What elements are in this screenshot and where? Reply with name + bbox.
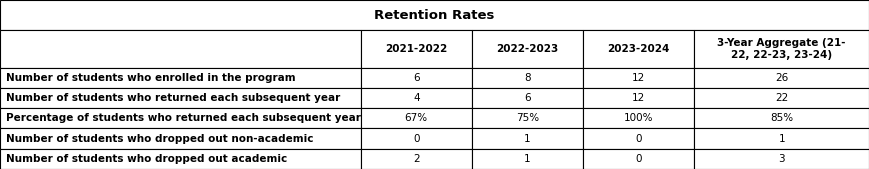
Bar	[0, 0, 869, 30]
Bar	[583, 108, 694, 128]
Bar	[694, 149, 869, 169]
Bar	[472, 88, 583, 108]
Bar	[361, 108, 472, 128]
Bar	[361, 149, 472, 169]
Text: 1: 1	[779, 134, 785, 144]
Text: 0: 0	[413, 134, 420, 144]
Text: Number of students who enrolled in the program: Number of students who enrolled in the p…	[6, 73, 295, 83]
Text: 12: 12	[632, 93, 646, 103]
Bar	[583, 149, 694, 169]
Text: 1: 1	[524, 154, 531, 164]
Bar	[583, 88, 694, 108]
Text: Number of students who dropped out non-academic: Number of students who dropped out non-a…	[6, 134, 314, 144]
Bar	[583, 30, 694, 68]
Text: 0: 0	[635, 134, 642, 144]
Text: 6: 6	[524, 93, 531, 103]
Bar	[361, 88, 472, 108]
Bar	[0, 88, 361, 108]
Text: 4: 4	[413, 93, 420, 103]
Bar	[694, 30, 869, 68]
Text: Number of students who returned each subsequent year: Number of students who returned each sub…	[6, 93, 341, 103]
Text: 75%: 75%	[516, 113, 539, 123]
Bar	[472, 128, 583, 149]
Text: 22: 22	[775, 93, 788, 103]
Bar	[361, 68, 472, 88]
Text: 2021-2022: 2021-2022	[385, 44, 448, 54]
Bar	[0, 68, 361, 88]
Bar	[361, 128, 472, 149]
Text: 3: 3	[779, 154, 785, 164]
Text: 12: 12	[632, 73, 646, 83]
Bar	[0, 30, 361, 68]
Bar	[694, 128, 869, 149]
Text: 26: 26	[775, 73, 788, 83]
Text: 6: 6	[413, 73, 420, 83]
Text: 2022-2023: 2022-2023	[496, 44, 559, 54]
Text: Retention Rates: Retention Rates	[375, 9, 494, 22]
Bar	[472, 68, 583, 88]
Bar	[694, 88, 869, 108]
Text: 1: 1	[524, 134, 531, 144]
Text: 85%: 85%	[770, 113, 793, 123]
Bar	[583, 68, 694, 88]
Bar	[694, 68, 869, 88]
Bar	[361, 30, 472, 68]
Text: 0: 0	[635, 154, 642, 164]
Bar	[0, 128, 361, 149]
Bar	[472, 108, 583, 128]
Text: 3-Year Aggregate (21-
22, 22-23, 23-24): 3-Year Aggregate (21- 22, 22-23, 23-24)	[718, 38, 846, 60]
Bar	[472, 149, 583, 169]
Text: 2023-2024: 2023-2024	[607, 44, 670, 54]
Text: Percentage of students who returned each subsequent year: Percentage of students who returned each…	[6, 113, 361, 123]
Bar	[472, 30, 583, 68]
Text: 8: 8	[524, 73, 531, 83]
Text: 100%: 100%	[624, 113, 653, 123]
Bar	[694, 108, 869, 128]
Text: Number of students who dropped out academic: Number of students who dropped out acade…	[6, 154, 288, 164]
Text: 2: 2	[413, 154, 420, 164]
Bar	[583, 128, 694, 149]
Bar	[0, 149, 361, 169]
Text: 67%: 67%	[405, 113, 428, 123]
Bar	[0, 108, 361, 128]
